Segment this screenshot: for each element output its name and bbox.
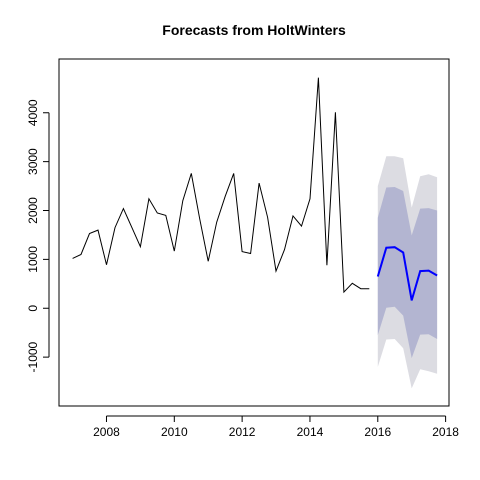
- series-lines: [72, 77, 438, 301]
- y-tick-label: 1000: [26, 246, 40, 273]
- x-tick-label: 2018: [432, 425, 459, 439]
- y-tick-label: -1000: [26, 341, 40, 372]
- y-axis: -1000 0 1000 2000 3000 4000: [26, 99, 50, 372]
- x-tick-label: 2008: [93, 425, 120, 439]
- y-tick-label: 4000: [26, 99, 40, 126]
- x-tick-label: 2010: [161, 425, 188, 439]
- chart-title: Forecasts from HoltWinters: [162, 22, 346, 38]
- y-tick-label: 0: [26, 305, 40, 312]
- y-tick-label: 2000: [26, 197, 40, 224]
- history-line: [72, 77, 370, 294]
- x-axis: 2008 2010 2012 2014 2016 2018: [93, 415, 459, 439]
- y-tick-label: 3000: [26, 148, 40, 175]
- forecast-line: [376, 246, 438, 301]
- x-tick-label: 2014: [297, 425, 324, 439]
- x-tick-label: 2016: [364, 425, 391, 439]
- plot-frame: [58, 58, 450, 407]
- x-tick-label: 2012: [229, 425, 256, 439]
